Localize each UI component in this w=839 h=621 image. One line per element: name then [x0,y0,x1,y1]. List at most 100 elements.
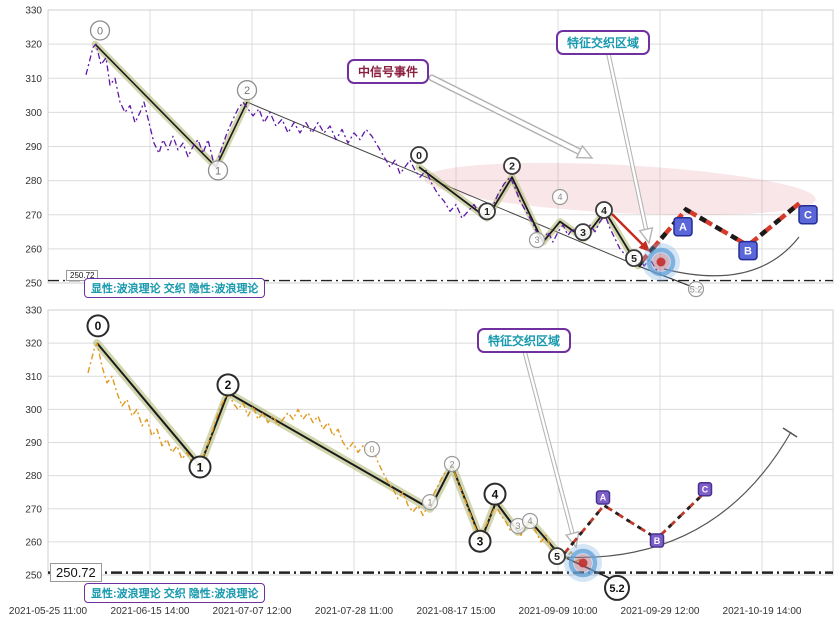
wave-marker-0: 0 [363,441,381,458]
wave-marker-4: 4 [595,201,613,219]
svg-text:0: 0 [369,444,374,454]
chart-caption-top: 显性:波浪理论 交织 隐性:波浪理论 [84,278,266,298]
signal-arrow-icon [638,240,650,252]
wave-marker-3: 3 [574,223,592,242]
svg-text:2021-09-09 10:00: 2021-09-09 10:00 [519,606,598,617]
hline-price-label-top: 250.72 [66,270,99,281]
svg-text:300: 300 [25,405,42,416]
bottom-implicit-price-line [87,342,586,566]
top-implicit-price-line [85,43,662,274]
wave-marker-5.2: 5.2 [687,281,705,298]
wave-marker-5: 5 [625,249,643,267]
svg-text:290: 290 [25,438,42,449]
svg-text:260: 260 [25,244,42,255]
svg-text:3: 3 [534,235,539,245]
svg-text:0: 0 [95,319,102,333]
svg-text:2: 2 [244,85,250,97]
feature-region-label-top: 特征交织区域 [556,30,651,55]
svg-text:0: 0 [416,150,422,162]
svg-text:1: 1 [197,460,204,474]
wave-marker-2: 2 [443,455,461,473]
wave-marker-3: 3 [468,529,492,553]
svg-text:C: C [702,484,709,494]
svg-text:250: 250 [25,571,42,582]
feature-region-label-bottom: 特征交织区域 [477,328,572,353]
svg-text:260: 260 [25,537,42,548]
top-target-marker [642,243,680,281]
svg-text:C: C [804,210,812,222]
annotation-arc [663,236,800,277]
wave-label-box-C: C [697,481,713,497]
svg-text:4: 4 [527,516,532,526]
svg-text:1: 1 [215,165,221,177]
svg-text:B: B [744,246,752,258]
svg-text:2: 2 [225,378,232,392]
signal-event-label: 中信号事件 [347,59,430,84]
svg-text:2021-07-28 11:00: 2021-07-28 11:00 [315,606,394,617]
wave-marker-0: 0 [410,146,428,164]
svg-text:330: 330 [25,6,42,17]
svg-text:2: 2 [509,161,515,173]
svg-text:B: B [654,536,661,546]
wave-marker-5: 5 [548,547,566,566]
svg-text:4: 4 [492,487,499,501]
svg-text:280: 280 [25,176,42,187]
wave-label-box-C: C [798,205,818,225]
svg-text:2021-07-07 12:00: 2021-07-07 12:00 [213,606,292,617]
svg-text:3: 3 [477,535,484,549]
wave-marker-5.2: 5.2 [604,574,630,601]
svg-text:0: 0 [97,25,103,37]
svg-text:250: 250 [25,279,42,290]
wave-marker-2: 2 [216,373,240,397]
bottom-projection-abc [561,491,706,556]
wave-label-box-B: B [738,240,758,261]
svg-text:290: 290 [25,142,42,153]
wave-label-box-A: A [595,490,611,505]
top-y-axis-labels: 330 320 310 300 290 280 270 260 250 [25,6,42,290]
svg-text:320: 320 [25,339,42,350]
svg-text:5: 5 [554,551,560,563]
wave-marker-4: 4 [551,188,569,206]
wave-marker-3: 3 [528,231,546,249]
chart-caption-bottom: 显性:波浪理论 交织 隐性:波浪理论 [84,583,266,603]
wave-marker-1: 1 [207,160,229,181]
svg-text:2021-08-17 15:00: 2021-08-17 15:00 [417,606,496,617]
bottom-plot-border [47,309,834,576]
svg-text:5: 5 [631,253,637,265]
wave-label-box-B: B [649,533,665,548]
hline-price-label-bottom: 250.72 [50,563,102,582]
svg-text:310: 310 [25,74,42,85]
svg-text:320: 320 [25,40,42,51]
svg-text:300: 300 [25,108,42,119]
bottom-y-axis-labels: 330 320 310 300 290 280 270 260 250 [25,306,42,582]
wave-marker-1: 1 [478,202,496,221]
wave-marker-0: 0 [86,314,110,338]
bottom-gridlines [47,309,833,576]
svg-text:3: 3 [515,521,520,531]
svg-text:A: A [679,222,687,234]
svg-text:2: 2 [449,459,454,469]
annotation-arrow-icon [575,144,594,159]
svg-text:330: 330 [25,306,42,317]
svg-text:2021-09-29 12:00: 2021-09-29 12:00 [621,606,700,617]
wave-marker-2: 2 [503,157,521,175]
wave-marker-1: 1 [188,455,212,479]
svg-text:1: 1 [484,206,490,218]
top-plot-border [47,9,834,284]
svg-text:280: 280 [25,471,42,482]
svg-text:310: 310 [25,372,42,383]
svg-text:2021-05-25 11:00: 2021-05-25 11:00 [9,606,88,617]
svg-text:1: 1 [427,497,432,507]
svg-text:2021-10-19 14:00: 2021-10-19 14:00 [723,606,802,617]
wave-marker-2: 2 [236,80,258,101]
wave-marker-0: 0 [89,20,111,41]
annotation-arc [561,431,792,559]
svg-text:5.2: 5.2 [609,583,624,595]
wave-marker-4: 4 [521,512,539,530]
wave-marker-1: 1 [421,494,439,511]
annotation-arrow-icon [638,227,654,245]
svg-text:5.2: 5.2 [690,284,703,294]
svg-text:4: 4 [557,192,562,202]
